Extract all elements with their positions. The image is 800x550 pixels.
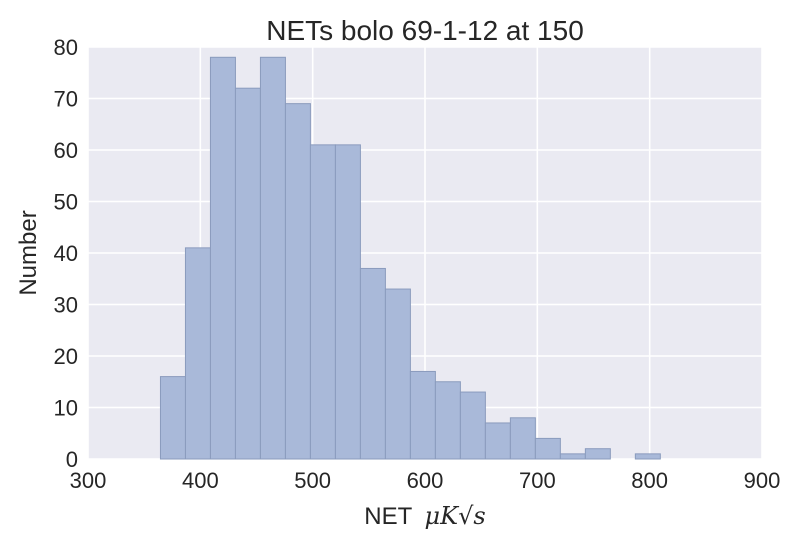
histogram-bar <box>584 448 611 460</box>
histogram-bar <box>359 267 386 460</box>
chart-title: NETs bolo 69-1-12 at 150 <box>266 15 584 46</box>
histogram-bar <box>309 144 336 460</box>
histogram-bar <box>259 56 286 460</box>
histogram-bar <box>284 103 311 460</box>
y-tick-label: 60 <box>54 138 78 163</box>
histogram-bar <box>209 56 236 460</box>
histogram-bars <box>159 56 661 460</box>
y-tick-labels: 0 10 20 30 40 50 60 70 80 <box>54 35 78 472</box>
y-tick-label: 10 <box>54 396 78 421</box>
x-axis-label-text: NET <box>364 503 412 530</box>
histogram-bar <box>409 370 436 460</box>
histogram-bar <box>184 247 211 460</box>
x-tick-label: 600 <box>407 468 444 493</box>
x-tick-label: 300 <box>70 468 107 493</box>
histogram-bar <box>484 422 511 460</box>
x-tick-labels: 300 400 500 600 700 800 900 <box>70 468 781 493</box>
x-tick-label: 800 <box>631 468 668 493</box>
x-tick-label: 700 <box>519 468 556 493</box>
x-tick-label: 900 <box>744 468 781 493</box>
y-tick-label: 0 <box>66 447 78 472</box>
y-tick-label: 20 <box>54 344 78 369</box>
x-axis-label-unit: μK√s <box>425 502 486 530</box>
histogram-bar <box>459 391 486 460</box>
y-tick-label: 40 <box>54 241 78 266</box>
histogram-bar <box>509 417 536 460</box>
y-tick-label: 80 <box>54 35 78 60</box>
y-tick-label: 70 <box>54 87 78 112</box>
histogram-bar <box>234 87 261 460</box>
histogram-bar <box>159 376 186 460</box>
y-tick-label: 30 <box>54 293 78 318</box>
histogram-bar <box>534 437 561 460</box>
histogram-bar <box>334 144 361 460</box>
y-axis-label: Number <box>15 210 42 295</box>
histogram-bar <box>384 288 411 460</box>
y-tick-label: 50 <box>54 190 78 215</box>
histogram-bar <box>634 453 661 460</box>
histogram-bar <box>559 453 586 460</box>
x-tick-label: 500 <box>294 468 331 493</box>
x-tick-label: 400 <box>182 468 219 493</box>
histogram-bar <box>434 381 461 460</box>
x-axis-label: NET μK√s <box>364 502 485 530</box>
